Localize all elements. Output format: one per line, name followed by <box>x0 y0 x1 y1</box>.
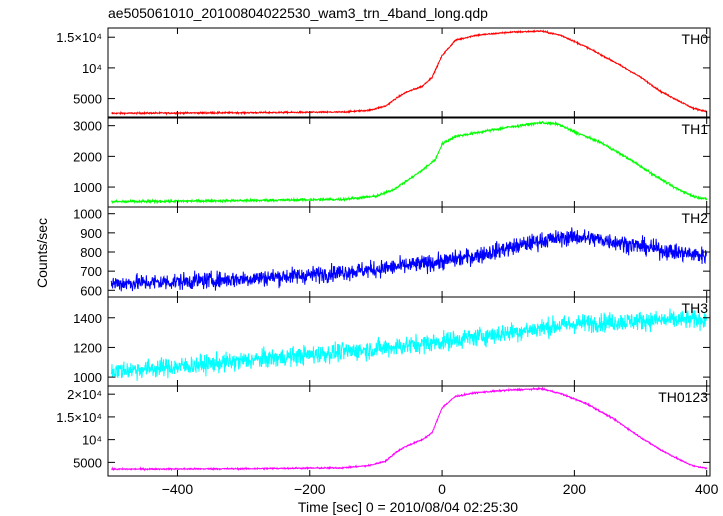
panel-label-th1: TH1 <box>682 121 709 137</box>
panel-label-th2: TH2 <box>682 210 709 226</box>
x-tick-label: −200 <box>294 481 326 497</box>
panel-th1: 1000 2000 3000 TH1 <box>73 117 711 208</box>
panel-th2: 600 700 800 900 1000 TH2 <box>73 206 711 298</box>
y-tick-label: 2000 <box>73 149 102 164</box>
y-tick-label: 1000 <box>73 207 102 222</box>
series-line-th3 <box>110 308 708 381</box>
y-tick-label: 5000 <box>73 455 102 470</box>
y-tick-label: 1000 <box>73 370 102 385</box>
x-tick-label: 0 <box>438 481 446 497</box>
y-tick-label: 600 <box>80 283 102 298</box>
y-tick-label: 1.5×10⁴ <box>56 410 102 425</box>
y-tick-label: 10⁴ <box>82 433 102 448</box>
panel-frame <box>107 385 711 477</box>
y-tick-label: 3000 <box>73 119 102 134</box>
x-tick-label: 400 <box>695 481 719 497</box>
panel-th0: 5000 10⁴ 1.5×10⁴ TH0 <box>56 27 711 118</box>
x-tick-label: −400 <box>162 481 194 497</box>
panel-label-th0123: TH0123 <box>658 389 708 405</box>
panel-frame <box>107 27 711 118</box>
y-tick-label: 1.5×10⁴ <box>56 30 102 45</box>
x-tick-label: 200 <box>563 481 587 497</box>
panel-frame <box>107 117 711 208</box>
series-line-th1 <box>110 120 708 205</box>
y-tick-label: 700 <box>80 264 102 279</box>
y-tick-label: 5000 <box>73 92 102 107</box>
panel-label-th3: TH3 <box>682 300 709 316</box>
y-tick-label: 900 <box>80 226 102 241</box>
y-tick-label: 1400 <box>73 311 102 326</box>
y-tick-label: 1200 <box>73 340 102 355</box>
y-tick-label: 800 <box>80 245 102 260</box>
series-line-th2 <box>110 227 708 292</box>
series-line-th0123 <box>111 386 708 472</box>
chart-panels: 5000 10⁴ 1.5×10⁴ TH0 1000 2000 3000 TH1 600 700 80… <box>56 27 711 477</box>
series-line-th0 <box>111 29 708 116</box>
y-axis-label: Counts/sec <box>34 218 50 288</box>
panel-label-th0: TH0 <box>682 31 709 47</box>
y-tick-label: 2×10⁴ <box>67 387 102 402</box>
chart-title: ae505061010_20100804022530_wam3_trn_4ban… <box>108 5 488 21</box>
y-tick-label: 10⁴ <box>82 61 102 76</box>
x-axis: −400 −200 0 200 400 <box>162 481 719 497</box>
panel-th0123: 5000 10⁴ 1.5×10⁴ 2×10⁴ TH0123 <box>56 385 711 477</box>
y-tick-label: 1000 <box>73 180 102 195</box>
x-axis-label: Time [sec] 0 = 2010/08/04 02:25:30 <box>298 499 518 515</box>
panel-th3: 1000 1200 1400 TH3 <box>73 296 711 387</box>
